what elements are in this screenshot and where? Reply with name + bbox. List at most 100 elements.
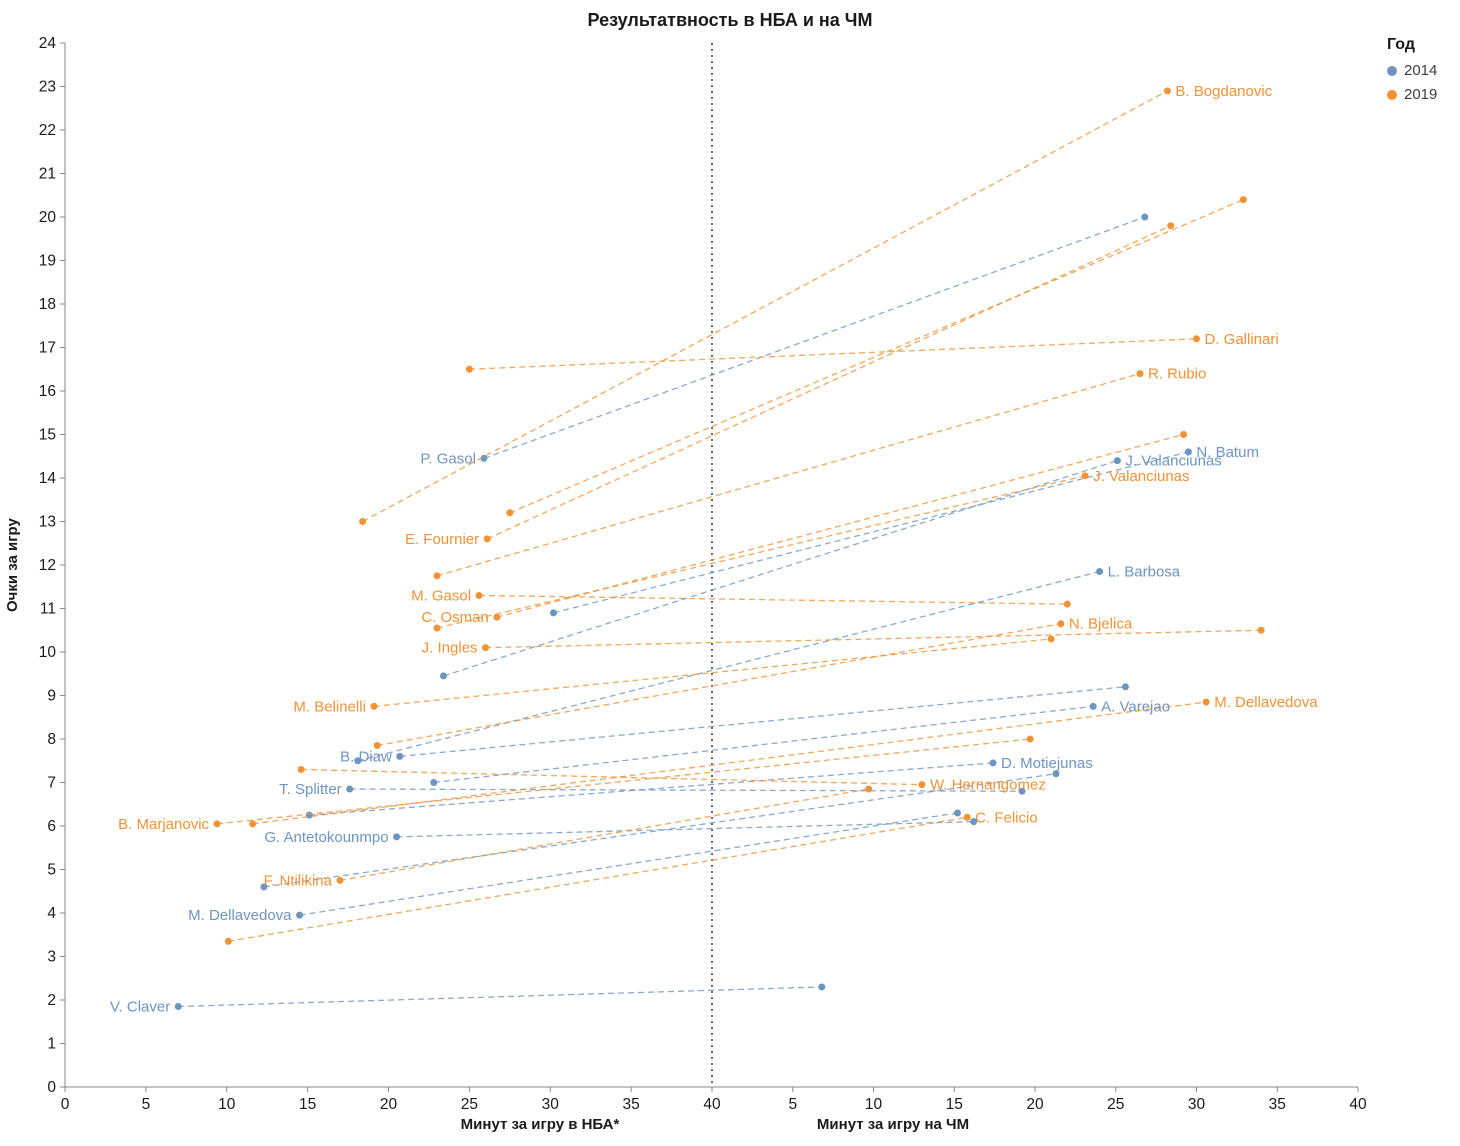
wc-point (1257, 626, 1265, 634)
wc-point (953, 809, 961, 817)
dumbbell-line (496, 433, 1184, 618)
dumbbell-line (228, 816, 968, 942)
y-tick-label: 20 (39, 209, 57, 226)
wc-point (1121, 683, 1129, 691)
x-tick-label-wc: 15 (946, 1096, 963, 1113)
nba-point (359, 518, 367, 525)
x-tick-label-nba: 20 (380, 1096, 398, 1113)
wc-point (1167, 222, 1175, 230)
dumbbell-line (362, 90, 1168, 523)
dumbbell-line (509, 199, 1244, 514)
nba-point (433, 624, 441, 632)
point-label: M. Gasol (411, 587, 471, 604)
legend-label-2014: 2014 (1404, 62, 1438, 79)
dumbbell-line (178, 986, 822, 1008)
dumbbell-line (373, 638, 1052, 708)
y-tick-label: 3 (47, 949, 56, 966)
y-tick-label: 10 (39, 644, 57, 661)
y-tick-label: 21 (39, 166, 56, 183)
point-label: D. Motiejunas (1001, 755, 1093, 772)
wc-point (989, 759, 997, 767)
x-tick-label-nba: 15 (299, 1096, 316, 1113)
x-tick-label-nba: 30 (542, 1096, 560, 1113)
point-label: C. Felicio (975, 809, 1038, 826)
dumbbell-line (486, 225, 1171, 540)
legend-swatch-2014-icon (1387, 65, 1397, 76)
y-tick-label: 12 (39, 557, 56, 574)
y-axis-title: Очки за игру (4, 518, 21, 612)
point-label: M. Belinelli (293, 698, 366, 715)
wc-point (1047, 635, 1055, 643)
dumbbell-line (399, 686, 1126, 758)
nba-point (506, 509, 514, 517)
nba-point (336, 876, 344, 884)
point-label: J. Valanciunas (1125, 453, 1221, 470)
x-tick-label-wc: 10 (865, 1096, 883, 1113)
x-axis-title-wc: Минут за игру на ЧМ (816, 1116, 970, 1133)
wc-point (1026, 735, 1034, 743)
y-tick-label: 11 (40, 601, 56, 618)
x-tick-label-nba: 25 (461, 1096, 478, 1113)
y-tick-label: 8 (47, 731, 56, 748)
legend-item-2014: 2014 (1387, 62, 1437, 79)
wc-point (970, 818, 978, 826)
y-tick-label: 0 (47, 1079, 56, 1096)
wc-point (1180, 431, 1188, 438)
dumbbell-line (485, 629, 1262, 649)
x-tick-label-nba: 0 (61, 1096, 70, 1113)
wc-point (1081, 472, 1089, 480)
dumbbell-line (436, 475, 1086, 629)
wc-point (1184, 448, 1192, 456)
nba-point (433, 572, 441, 580)
dumbbell-line (349, 788, 1023, 792)
dumbbell-line (433, 705, 1094, 784)
legend-title: Год (1387, 36, 1415, 53)
point-label: G. Antetokounmpo (264, 829, 388, 846)
nba-point (305, 811, 313, 819)
y-tick-label: 6 (47, 818, 56, 835)
nba-point (296, 911, 304, 919)
point-label: M. Dellavedova (188, 907, 292, 924)
y-tick-label: 17 (39, 340, 56, 357)
x-tick-label-wc: 40 (1349, 1096, 1367, 1113)
y-tick-label: 14 (39, 470, 57, 487)
dumbbell-line (483, 216, 1146, 460)
legend: Год 2014 2019 (1387, 36, 1437, 110)
nba-point (493, 613, 501, 621)
nba-point (174, 1003, 182, 1011)
nba-point (354, 757, 362, 765)
wc-point (1018, 787, 1026, 795)
nba-point (224, 937, 232, 945)
x-axis-title-nba: Минут за игру в НБА* (460, 1116, 620, 1133)
nba-point (249, 820, 257, 828)
y-tick-label: 4 (47, 905, 56, 922)
dumbbell-line (216, 738, 1031, 825)
nba-point (297, 765, 305, 773)
x-tick-label-wc: 20 (1026, 1096, 1044, 1113)
nba-point (373, 742, 381, 750)
wc-point (1057, 620, 1065, 628)
nba-point (475, 591, 483, 599)
nba-point (483, 535, 491, 543)
x-tick-label-nba: 5 (142, 1096, 151, 1113)
point-label: L. Barbosa (1108, 564, 1181, 581)
x-tick-label-wc: 35 (1269, 1096, 1286, 1113)
dumbbell-line (479, 594, 1068, 605)
y-tick-label: 2 (47, 992, 56, 1009)
point-label: F. Ntilikina (264, 872, 333, 889)
wc-point (1113, 457, 1121, 465)
y-tick-label: 5 (47, 862, 56, 879)
wc-point (1052, 770, 1060, 778)
point-label: C. Osman (421, 609, 489, 626)
y-tick-label: 23 (39, 79, 56, 96)
y-tick-label: 7 (47, 775, 56, 792)
dumbbell-line (263, 773, 1057, 888)
y-tick-label: 16 (39, 383, 56, 400)
legend-swatch-2019-icon (1387, 89, 1397, 100)
wc-point (1193, 335, 1200, 343)
point-label: R. Rubio (1148, 366, 1206, 383)
nba-point (480, 454, 488, 462)
point-label: A. Varejao (1101, 698, 1170, 715)
y-tick-label: 1 (47, 1036, 56, 1053)
